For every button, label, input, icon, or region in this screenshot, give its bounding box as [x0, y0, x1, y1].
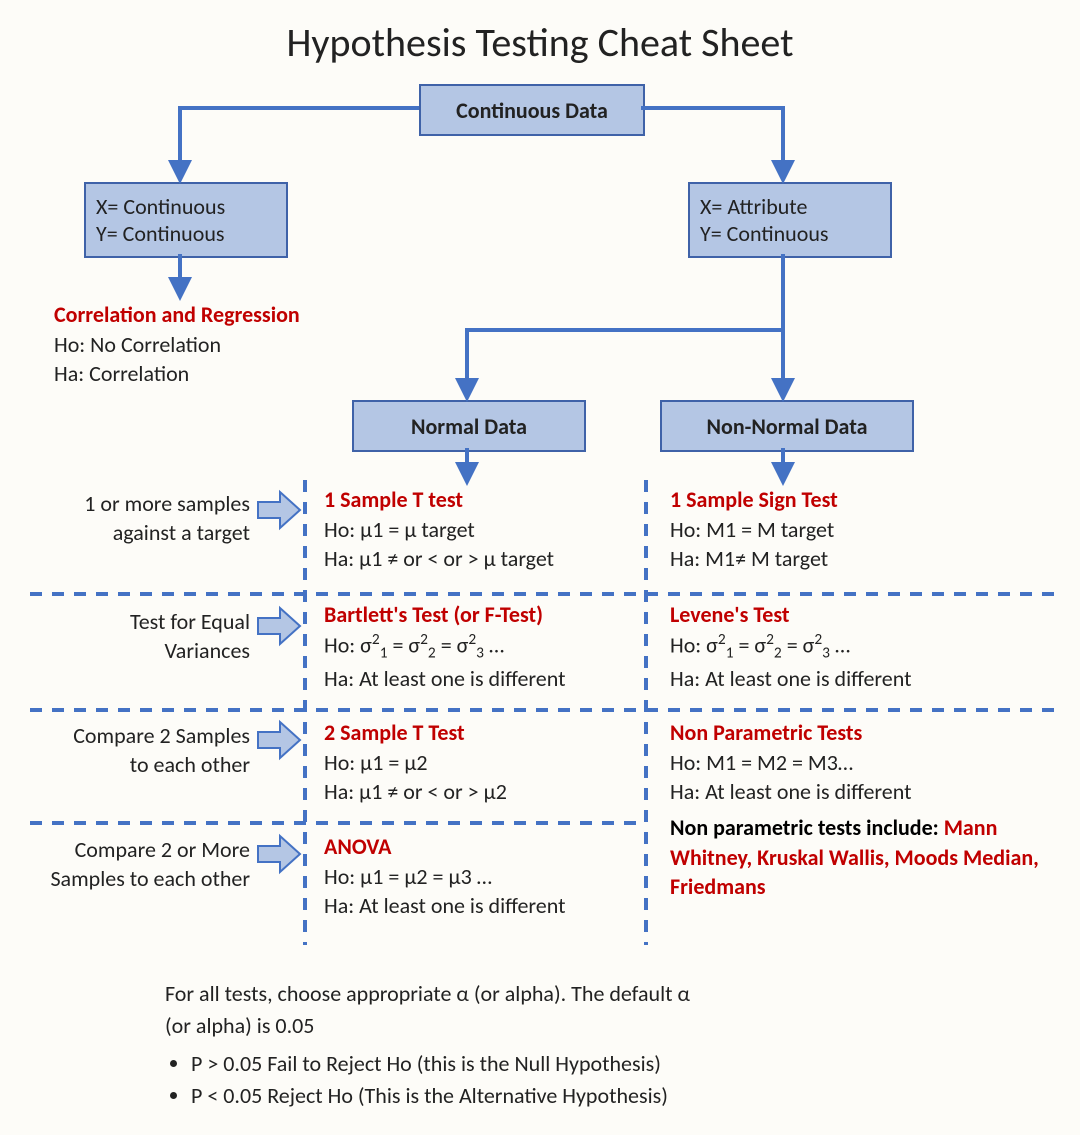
footer-line: (or alpha) is 0.05: [165, 1010, 945, 1042]
correlation-block: Correlation and Regression Ho: No Correl…: [54, 300, 354, 389]
cell-normal-3: ANOVA Ho: μ1 = μ2 = μ3 … Ha: At least on…: [324, 832, 644, 921]
row-label: Compare 2 Samples to each other: [0, 722, 250, 779]
ho-line: Ho: σ21 = σ22 = σ23 …: [324, 630, 644, 665]
box-continuous-data: Continuous Data: [419, 84, 645, 136]
ho-line: Ho: M1 = M2 = M3…: [670, 748, 1060, 778]
box-line: Y= Continuous: [700, 220, 828, 247]
box-label: Continuous Data: [456, 97, 608, 124]
ha-line: Ha: At least one is different: [670, 664, 1030, 694]
row-label: 1 or more samples against a target: [0, 490, 250, 547]
cell-nonnormal-1: Levene's Test Ho: σ21 = σ22 = σ23 … Ha: …: [670, 600, 1030, 694]
cheat-sheet-canvas: Hypothesis Testing Cheat Sheet Continuou…: [0, 0, 1080, 1135]
cell-nonnormal-0: 1 Sample Sign Test Ho: M1 = M target Ha:…: [670, 485, 1030, 574]
ho-line: Ho: No Correlation: [54, 330, 354, 360]
test-title: 1 Sample Sign Test: [670, 485, 1030, 515]
np-lead: Non parametric tests include:: [670, 814, 944, 841]
test-title: ANOVA: [324, 832, 644, 862]
ha-line: Ha: Correlation: [54, 359, 354, 389]
test-title: 2 Sample T Test: [324, 718, 644, 748]
footer-bullet: P < 0.05 Reject Ho (This is the Alternat…: [191, 1080, 945, 1112]
ha-line: Ha: μ1 ≠ or < or > μ target: [324, 544, 644, 574]
ho-line: Ho: μ1 = μ2: [324, 748, 644, 778]
footer-block: For all tests, choose appropriate α (or …: [165, 978, 945, 1112]
box-line: X= Attribute: [700, 193, 828, 220]
ho-line: Ho: M1 = M target: [670, 515, 1030, 545]
ho-line: Ho: μ1 = μ2 = μ3 …: [324, 862, 644, 892]
ha-line: Ha: μ1 ≠ or < or > μ2: [324, 777, 644, 807]
footer-line: For all tests, choose appropriate α (or …: [165, 978, 945, 1010]
test-title: Correlation and Regression: [54, 300, 354, 330]
cell-normal-1: Bartlett's Test (or F-Test) Ho: σ21 = σ2…: [324, 600, 644, 694]
footer-bullet: P > 0.05 Fail to Reject Ho (this is the …: [191, 1048, 945, 1080]
row-label: Test for Equal Variances: [0, 608, 250, 665]
cell-normal-0: 1 Sample T test Ho: μ1 = μ target Ha: μ1…: [324, 485, 644, 574]
test-title: Bartlett's Test (or F-Test): [324, 600, 644, 630]
test-title: Non Parametric Tests: [670, 718, 1060, 748]
box-non-normal-data: Non-Normal Data: [660, 400, 914, 452]
box-line: X= Continuous: [96, 193, 225, 220]
box-line: Y= Continuous: [96, 220, 225, 247]
box-x-continuous: X= Continuous Y= Continuous: [84, 182, 288, 258]
ha-line: Ha: At least one is different: [670, 777, 1060, 807]
cell-normal-2: 2 Sample T Test Ho: μ1 = μ2 Ha: μ1 ≠ or …: [324, 718, 644, 807]
box-normal-data: Normal Data: [352, 400, 586, 452]
ha-line: Ha: At least one is different: [324, 891, 644, 921]
box-label: Normal Data: [411, 413, 527, 440]
page-title: Hypothesis Testing Cheat Sheet: [0, 18, 1080, 67]
test-title: 1 Sample T test: [324, 485, 644, 515]
box-x-attribute: X= Attribute Y= Continuous: [688, 182, 892, 258]
row-label: Compare 2 or More Samples to each other: [0, 836, 250, 893]
ho-line: Ho: μ1 = μ target: [324, 515, 644, 545]
ha-line: Ha: At least one is different: [324, 664, 644, 694]
test-title: Levene's Test: [670, 600, 1030, 630]
ho-line: Ho: σ21 = σ22 = σ23 …: [670, 630, 1030, 665]
ha-line: Ha: M1≠ M target: [670, 544, 1030, 574]
cell-nonnormal-2: Non Parametric Tests Ho: M1 = M2 = M3… H…: [670, 718, 1060, 902]
box-label: Non-Normal Data: [707, 413, 868, 440]
